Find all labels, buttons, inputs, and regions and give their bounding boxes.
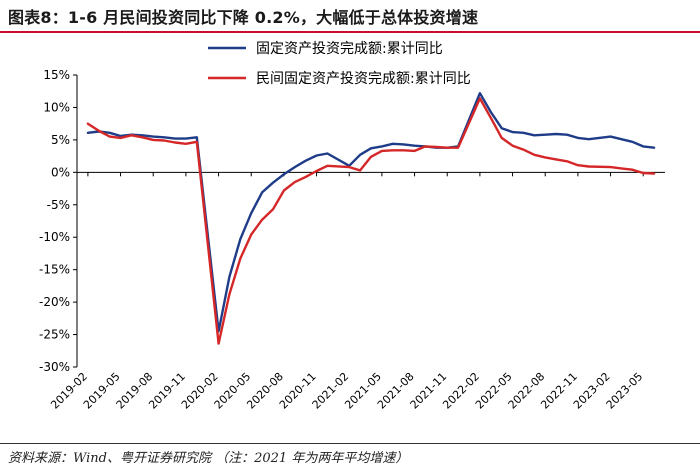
series-line-2 [86, 97, 656, 345]
y-tick-label: -20% [39, 295, 70, 309]
y-tick-label: -10% [39, 230, 70, 244]
y-tick-label: -25% [39, 328, 70, 342]
y-tick-label: 5% [51, 133, 70, 147]
y-tick-label: -5% [47, 198, 70, 212]
y-tick-label: 0% [51, 165, 70, 179]
figure-title: 图表8：1-6 月民间投资同比下降 0.2%，大幅低于总体投资增速 [8, 8, 479, 27]
line-chart: 15%10%5%0%-5%-10%-15%-20%-25%-30%2019-02… [39, 41, 665, 412]
y-tick-label: 15% [43, 68, 70, 82]
legend-label-2: 民间固定资产投资完成额:累计同比 [256, 71, 471, 87]
series-line-1 [86, 91, 656, 333]
figure-source: 资料来源：Wind、粤开证券研究院 （注：2021 年为两年平均增速） [8, 451, 409, 466]
x-tick-label: 2023-05 [604, 370, 646, 412]
y-tick-label: 10% [43, 100, 70, 114]
y-tick-label: -30% [39, 360, 70, 374]
source-divider [0, 443, 700, 444]
y-tick-label: -15% [39, 263, 70, 277]
title-divider [0, 31, 700, 33]
legend-label-1: 固定资产投资完成额:累计同比 [256, 41, 443, 57]
